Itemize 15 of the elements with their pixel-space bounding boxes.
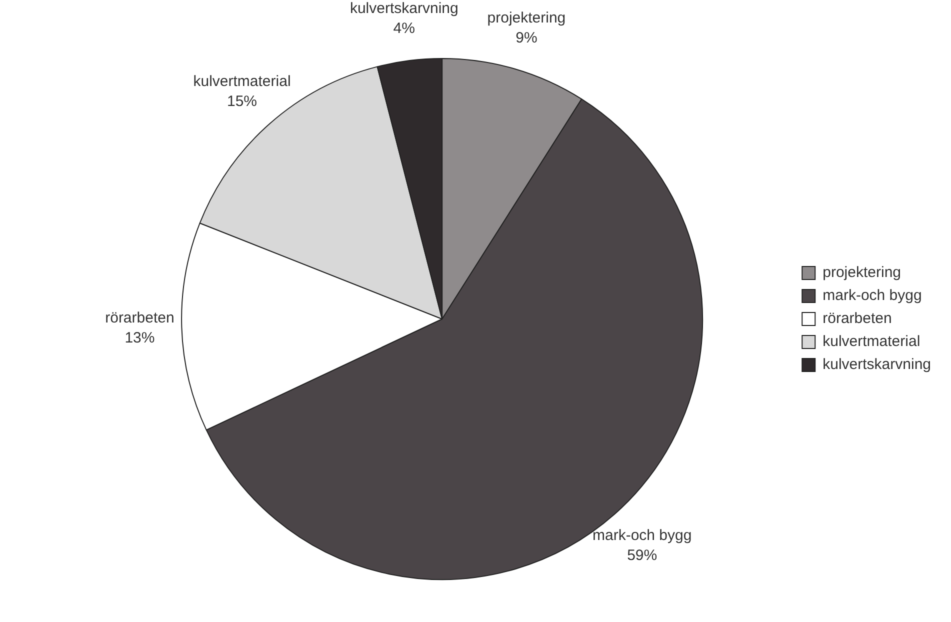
legend-label: mark-och bygg [822, 287, 922, 304]
legend-label: rörarbeten [822, 310, 892, 328]
data-label: 15% [227, 93, 258, 110]
slice-label: mark-och bygg [592, 527, 692, 544]
slice-label: projektering [487, 10, 566, 27]
slice-label: kulvertmaterial [193, 73, 291, 90]
legend-label: kulvertmaterial [822, 333, 920, 350]
slice-label: rörarbeten [105, 310, 174, 327]
data-label: 4% [393, 20, 415, 38]
slice-label: kulvertskarvning [350, 0, 458, 18]
data-label: 9% [516, 30, 538, 47]
legend-label: projektering [822, 264, 902, 282]
legend-label: kulvertskarvning [822, 356, 932, 374]
data-label: 59% [627, 547, 658, 564]
data-label: 13% [124, 330, 155, 347]
